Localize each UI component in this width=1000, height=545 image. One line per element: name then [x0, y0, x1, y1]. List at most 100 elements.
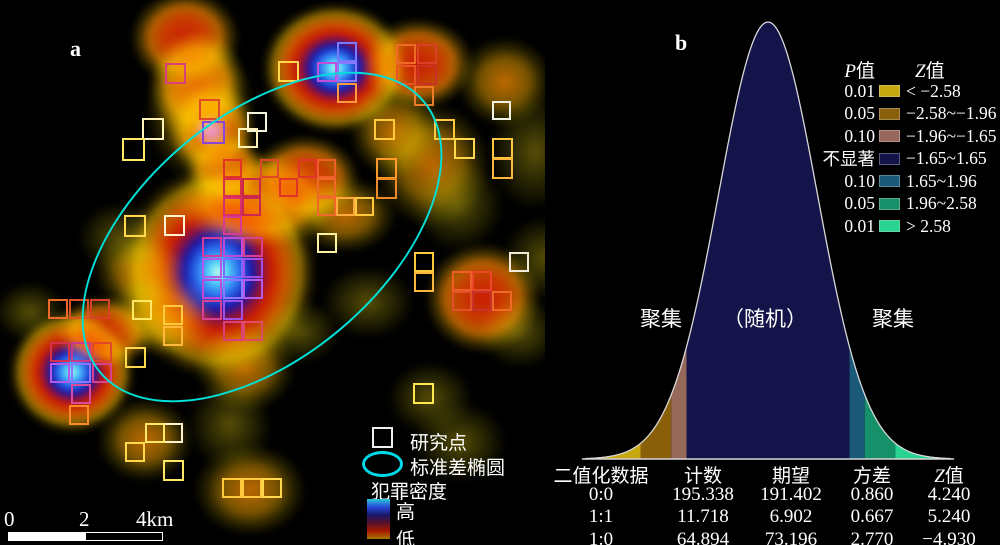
panel-a-label: a	[70, 36, 81, 61]
study-point-square	[243, 237, 263, 257]
study-point-square	[337, 62, 357, 82]
study-point-square	[242, 178, 261, 197]
study-point-square	[71, 363, 91, 383]
legend-color-swatch	[879, 175, 900, 188]
study-point-square	[414, 252, 434, 272]
scalebar-tick-4km: 4km	[136, 507, 174, 531]
legend-p-value: 0.01	[844, 215, 875, 236]
study-point-square	[125, 347, 146, 368]
table-row: 1:1 11.718 6.902 0.667 5.240	[545, 506, 1000, 529]
legend-z-range: −1.96~−1.65	[906, 125, 997, 146]
table-cell: 0.860	[850, 483, 894, 505]
density-legend-title: 犯罪密度	[371, 482, 448, 503]
scalebar-fill	[8, 532, 86, 541]
study-point-square	[317, 233, 337, 253]
study-point-square	[376, 178, 397, 199]
study-point-square	[223, 258, 243, 278]
study-point-square	[336, 197, 355, 216]
legend-p-value: 0.05	[844, 103, 875, 124]
study-point-square	[434, 119, 455, 140]
table-cell: 0.667	[850, 506, 894, 528]
study-point-square	[92, 363, 112, 383]
study-point-square	[337, 83, 357, 103]
curve-segment	[686, 22, 850, 459]
legend-row: 不显著 −1.65~1.65	[815, 148, 996, 171]
scalebar-tick-2: 2	[79, 507, 90, 531]
legend-z-range: 1.96~2.58	[906, 193, 977, 214]
study-point-square	[492, 101, 511, 120]
legend-color-swatch	[879, 220, 900, 233]
curve-segment	[585, 443, 641, 459]
study-point-square	[396, 44, 416, 64]
legend-row: 0.01 > 2.58	[815, 215, 996, 238]
study-point-square	[202, 279, 222, 299]
density-blob-olive	[414, 402, 506, 482]
study-point-square	[199, 99, 220, 120]
cluster-right-annotation: 聚集	[872, 307, 914, 331]
significance-legend: P值 Z值 0.01 < −2.58 0.05 −2.58~−1.96 0.10 −1.96~…	[815, 56, 997, 238]
study-point-square	[492, 158, 513, 179]
legend-z-range: −2.58~−1.96	[906, 103, 997, 124]
table-cell: 191.402	[760, 483, 822, 505]
table-row: 1:0 64.894 73.196 2.770 −4.930	[545, 529, 1000, 545]
study-point-square	[164, 215, 185, 236]
legend-p-value: 0.01	[844, 80, 875, 101]
panel-a-density-map: a 0 2 4km 研究点 标准差椭圆 犯罪密度 高 低	[0, 0, 545, 545]
curve-segment	[895, 443, 951, 459]
legend-row: 0.10 −1.96~−1.65	[815, 125, 996, 148]
study-point-square	[492, 291, 512, 311]
density-high-label: 高	[396, 502, 416, 523]
study-point-square	[262, 478, 282, 498]
study-point-square	[223, 237, 243, 257]
curve-segment	[671, 347, 687, 459]
study-point-square	[163, 423, 183, 443]
study-point-square	[90, 299, 110, 319]
table-cell: 64.894	[676, 528, 730, 545]
study-point-square	[242, 197, 261, 216]
study-point-square	[69, 405, 89, 425]
legend-z-range: > 2.58	[906, 215, 951, 236]
table-cell: 195.338	[672, 483, 734, 505]
legend-row: 0.05 1.96~2.58	[815, 193, 996, 216]
study-point-square	[298, 159, 317, 178]
table-cell: 5.240	[927, 506, 971, 528]
study-point-square	[452, 271, 472, 291]
table-cell: 73.196	[764, 528, 818, 545]
density-gradient-bar	[367, 499, 390, 539]
study-point-square	[260, 159, 279, 178]
table-header-cell: Z值	[934, 466, 964, 487]
curve-segment	[864, 395, 896, 459]
legend-row: 0.05 −2.58~−1.96	[815, 103, 996, 126]
study-point-square	[202, 258, 222, 278]
legend-header: P值 Z值	[844, 61, 945, 82]
study-point-square	[238, 128, 258, 148]
study-point-square	[163, 326, 183, 346]
stddev-ellipse-legend-label: 标准差椭圆	[410, 458, 506, 479]
study-point-square	[222, 478, 242, 498]
table-header-cell: 计数	[683, 466, 722, 487]
table-cell: 6.902	[769, 506, 813, 528]
study-point-square	[278, 61, 299, 82]
legend-z-range: 1.65~1.96	[906, 170, 977, 191]
study-point-square	[452, 291, 472, 311]
study-point-square	[243, 321, 263, 341]
table-cell: −4.930	[922, 528, 976, 545]
study-point-square	[279, 178, 298, 197]
legend-color-swatch	[879, 152, 900, 165]
legend-p-value: 不显著	[822, 149, 876, 170]
study-point-square	[243, 279, 263, 299]
study-point-square	[202, 237, 222, 257]
density-blob-orange	[194, 444, 306, 536]
scalebar-tick-0: 0	[4, 507, 15, 531]
legend-p-value: 0.05	[844, 193, 875, 214]
legend-row: 0.10 1.65~1.96	[815, 170, 996, 193]
study-point-square	[125, 442, 145, 462]
study-point-square	[202, 121, 225, 144]
study-point-square	[223, 279, 243, 299]
study-point-square	[355, 197, 374, 216]
legend-p-value: 0.10	[844, 170, 875, 191]
study-point-square	[374, 119, 395, 140]
table-header-row: 二值化数据 计数 期望 方差 Z值	[545, 461, 1000, 487]
study-point-square	[122, 138, 145, 161]
curve-segment	[849, 347, 865, 459]
